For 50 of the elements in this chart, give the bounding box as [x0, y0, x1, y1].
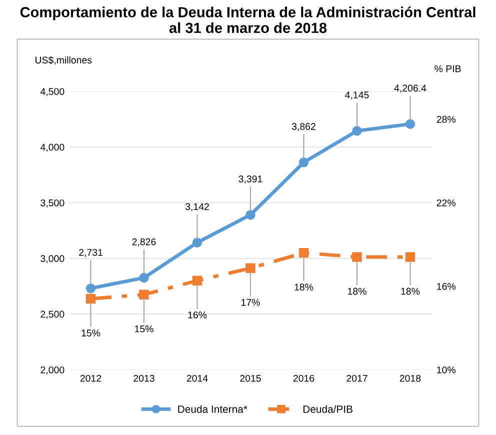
point	[352, 252, 362, 262]
x-tick-label: 2017	[346, 374, 368, 382]
point	[246, 263, 256, 273]
y2-tick-label: 10%	[437, 366, 456, 374]
point	[352, 126, 362, 136]
point	[246, 210, 256, 220]
data-label: 18%	[348, 288, 366, 295]
y-tick-label: 2,000	[40, 366, 64, 375]
data-label: 4,145	[345, 92, 369, 100]
point	[298, 248, 309, 258]
y2-tick-label: 22%	[436, 199, 456, 206]
point	[86, 283, 96, 294]
point	[192, 238, 202, 248]
x-tick-label: 2016	[293, 374, 314, 382]
data-label: 15%	[82, 330, 100, 336]
y-tick-label: 4,500	[40, 88, 64, 96]
data-label: 3,142	[185, 203, 209, 212]
data-label: 2,826	[132, 238, 156, 246]
y-tick-label: 3,000	[40, 255, 64, 264]
y-tick-label: 3,500	[40, 199, 64, 208]
x-tick-label: 2015	[240, 374, 261, 382]
y-tick-label: 4,000	[40, 144, 64, 152]
y2-tick-label: 16%	[437, 282, 456, 290]
data-label: 15%	[135, 325, 154, 332]
point	[192, 276, 202, 286]
legend-label: Deuda/PIB	[303, 405, 352, 413]
data-label: 18%	[401, 288, 420, 295]
data-label: 2,731	[79, 248, 102, 258]
y-axis-title: US$,millones	[35, 56, 92, 65]
point	[405, 252, 416, 262]
y-tick-label: 2,500	[40, 310, 64, 319]
x-tick-label: 2012	[80, 374, 102, 382]
point	[405, 119, 416, 129]
data-label: 4,206.4	[394, 84, 426, 93]
chart-title: Comportamiento de la Deuda Interna de la Administración Central al 31 de marzo de 2018	[20, 6, 476, 34]
data-label: 17%	[241, 298, 260, 306]
x-tick-label: 2014	[186, 374, 208, 382]
point	[139, 290, 149, 300]
point	[298, 158, 309, 168]
y2-tick-label: 28%	[436, 116, 456, 123]
legend-label: Deuda Interna*	[178, 405, 248, 413]
point	[139, 272, 149, 283]
x-tick-label: 2018	[400, 374, 421, 382]
data-label: 18%	[294, 284, 314, 291]
x-tick-label: 2013	[134, 374, 154, 382]
data-label: 3,862	[292, 123, 316, 132]
data-label: 16%	[188, 311, 207, 318]
data-label: 3,391	[238, 175, 262, 184]
point	[86, 294, 96, 304]
y2-axis-title: % PIB	[434, 65, 461, 72]
